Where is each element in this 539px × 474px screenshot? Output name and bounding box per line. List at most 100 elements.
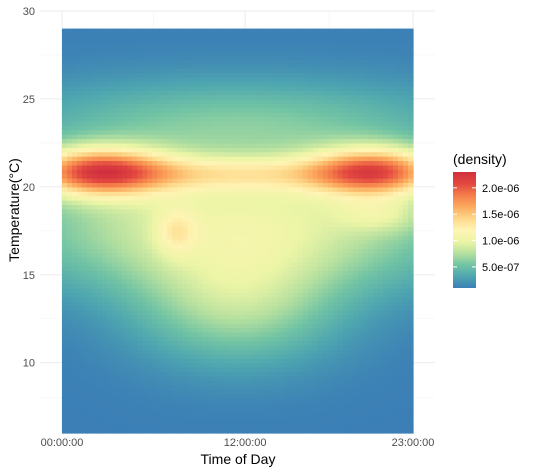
heatmap-cell (333, 332, 339, 337)
heatmap-cell (132, 213, 138, 218)
heatmap-cell (323, 174, 329, 179)
heatmap-cell (142, 301, 148, 306)
heatmap-cell (243, 314, 249, 319)
heatmap-cell (67, 376, 73, 381)
heatmap-cell (378, 345, 384, 350)
heatmap-cell (253, 152, 259, 157)
heatmap-cell (403, 121, 409, 126)
heatmap-cell (202, 182, 208, 187)
heatmap-cell (162, 244, 168, 249)
heatmap-cell (227, 306, 233, 311)
heatmap-cell (343, 376, 349, 381)
heatmap-cell (403, 262, 409, 267)
heatmap-cell (353, 345, 359, 350)
heatmap-cell (212, 191, 218, 196)
heatmap-cell (268, 125, 274, 130)
heatmap-cell (318, 279, 324, 284)
heatmap-cell (72, 306, 78, 311)
heatmap-cell (298, 420, 304, 425)
heatmap-cell (77, 371, 83, 376)
heatmap-cell (102, 130, 108, 135)
heatmap-cell (243, 420, 249, 425)
heatmap-cell (217, 354, 223, 359)
heatmap-cell (167, 240, 173, 245)
heatmap-cell (152, 169, 158, 174)
heatmap-cell (253, 310, 259, 315)
heatmap-cell (112, 204, 118, 209)
heatmap-cell (157, 284, 163, 289)
heatmap-cell (62, 235, 68, 240)
heatmap-cell (328, 213, 334, 218)
heatmap-cell (77, 213, 83, 218)
heatmap-cell (102, 398, 108, 403)
heatmap-cell (142, 147, 148, 152)
heatmap-cell (358, 328, 364, 333)
heatmap-cell (87, 169, 93, 174)
heatmap-cell (303, 380, 309, 385)
heatmap-cell (308, 323, 314, 328)
heatmap-cell (343, 196, 349, 201)
heatmap-cell (197, 411, 203, 416)
heatmap-cell (368, 279, 374, 284)
heatmap-cell (313, 147, 319, 152)
heatmap-cell (368, 319, 374, 324)
heatmap-cell (62, 314, 68, 319)
heatmap-cell (152, 398, 158, 403)
heatmap-cell (72, 402, 78, 407)
heatmap-cell (268, 134, 274, 139)
heatmap-cell (268, 420, 274, 425)
heatmap-cell (388, 204, 394, 209)
heatmap-cell (243, 411, 249, 416)
heatmap-cell (383, 297, 389, 302)
heatmap-cell (243, 371, 249, 376)
heatmap-cell (383, 345, 389, 350)
heatmap-cell (87, 209, 93, 214)
heatmap-cell (243, 191, 249, 196)
heatmap-cell (167, 380, 173, 385)
heatmap-cell (283, 429, 289, 434)
heatmap-cell (62, 371, 68, 376)
heatmap-cell (72, 160, 78, 165)
heatmap-cell (328, 178, 334, 183)
heatmap-cell (383, 398, 389, 403)
heatmap-cell (378, 257, 384, 262)
heatmap-cell (102, 134, 108, 139)
heatmap-cell (253, 429, 259, 434)
heatmap-cell (358, 393, 364, 398)
heatmap-cell (217, 257, 223, 262)
heatmap-cell (177, 187, 183, 192)
heatmap-cell (117, 204, 123, 209)
heatmap-cell (157, 292, 163, 297)
heatmap-cell (102, 262, 108, 267)
heatmap-cell (398, 218, 404, 223)
heatmap-cell (318, 125, 324, 130)
heatmap-cell (117, 310, 123, 315)
heatmap-cell (132, 415, 138, 420)
heatmap-cell (393, 323, 399, 328)
heatmap-cell (212, 279, 218, 284)
heatmap-cell (162, 328, 168, 333)
heatmap-cell (92, 213, 98, 218)
heatmap-cell (403, 169, 409, 174)
heatmap-cell (127, 209, 133, 214)
heatmap-cell (278, 275, 284, 280)
heatmap-cell (82, 160, 88, 165)
heatmap-cell (333, 363, 339, 368)
heatmap-cell (373, 138, 379, 143)
heatmap-cell (122, 393, 128, 398)
heatmap-cell (157, 165, 163, 170)
heatmap-cell (172, 420, 178, 425)
heatmap-cell (273, 226, 279, 231)
heatmap-cell (72, 319, 78, 324)
heatmap-cell (363, 407, 369, 412)
heatmap-cell (227, 143, 233, 148)
heatmap-cell (373, 218, 379, 223)
heatmap-cell (152, 415, 158, 420)
heatmap-cell (388, 402, 394, 407)
heatmap-cell (212, 156, 218, 161)
heatmap-cell (273, 345, 279, 350)
heatmap-cell (117, 402, 123, 407)
heatmap-cell (92, 292, 98, 297)
heatmap-cell (207, 147, 213, 152)
heatmap-cell (283, 134, 289, 139)
